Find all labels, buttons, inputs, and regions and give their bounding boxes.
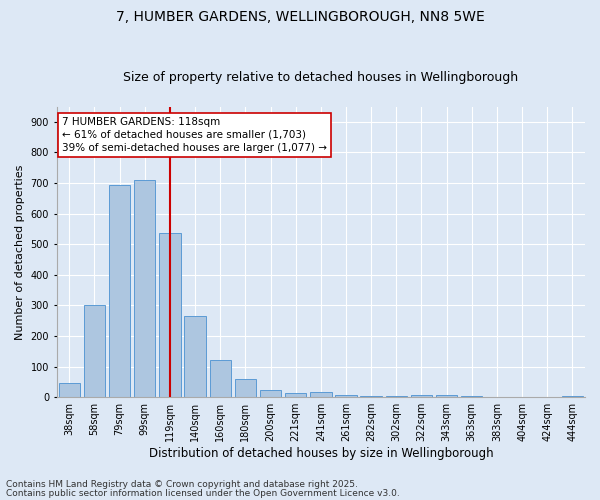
Title: Size of property relative to detached houses in Wellingborough: Size of property relative to detached ho… [123,72,518,85]
Bar [486,396,508,397]
Bar [411,395,432,397]
Bar [285,392,307,397]
Bar [134,180,155,397]
Text: Contains public sector information licensed under the Open Government Licence v3: Contains public sector information licen… [6,489,400,498]
Bar [335,395,356,397]
Bar [260,390,281,397]
Bar [84,306,105,397]
Bar [59,384,80,397]
Bar [209,360,231,397]
Bar [436,395,457,397]
Bar [461,396,482,397]
Bar [109,184,130,397]
Text: 7 HUMBER GARDENS: 118sqm
← 61% of detached houses are smaller (1,703)
39% of sem: 7 HUMBER GARDENS: 118sqm ← 61% of detach… [62,116,327,153]
Y-axis label: Number of detached properties: Number of detached properties [15,164,25,340]
Text: 7, HUMBER GARDENS, WELLINGBOROUGH, NN8 5WE: 7, HUMBER GARDENS, WELLINGBOROUGH, NN8 5… [116,10,484,24]
Bar [562,396,583,397]
X-axis label: Distribution of detached houses by size in Wellingborough: Distribution of detached houses by size … [149,447,493,460]
Bar [159,234,181,397]
Bar [361,396,382,397]
Bar [310,392,332,397]
Bar [386,396,407,397]
Text: Contains HM Land Registry data © Crown copyright and database right 2025.: Contains HM Land Registry data © Crown c… [6,480,358,489]
Bar [184,316,206,397]
Bar [235,380,256,397]
